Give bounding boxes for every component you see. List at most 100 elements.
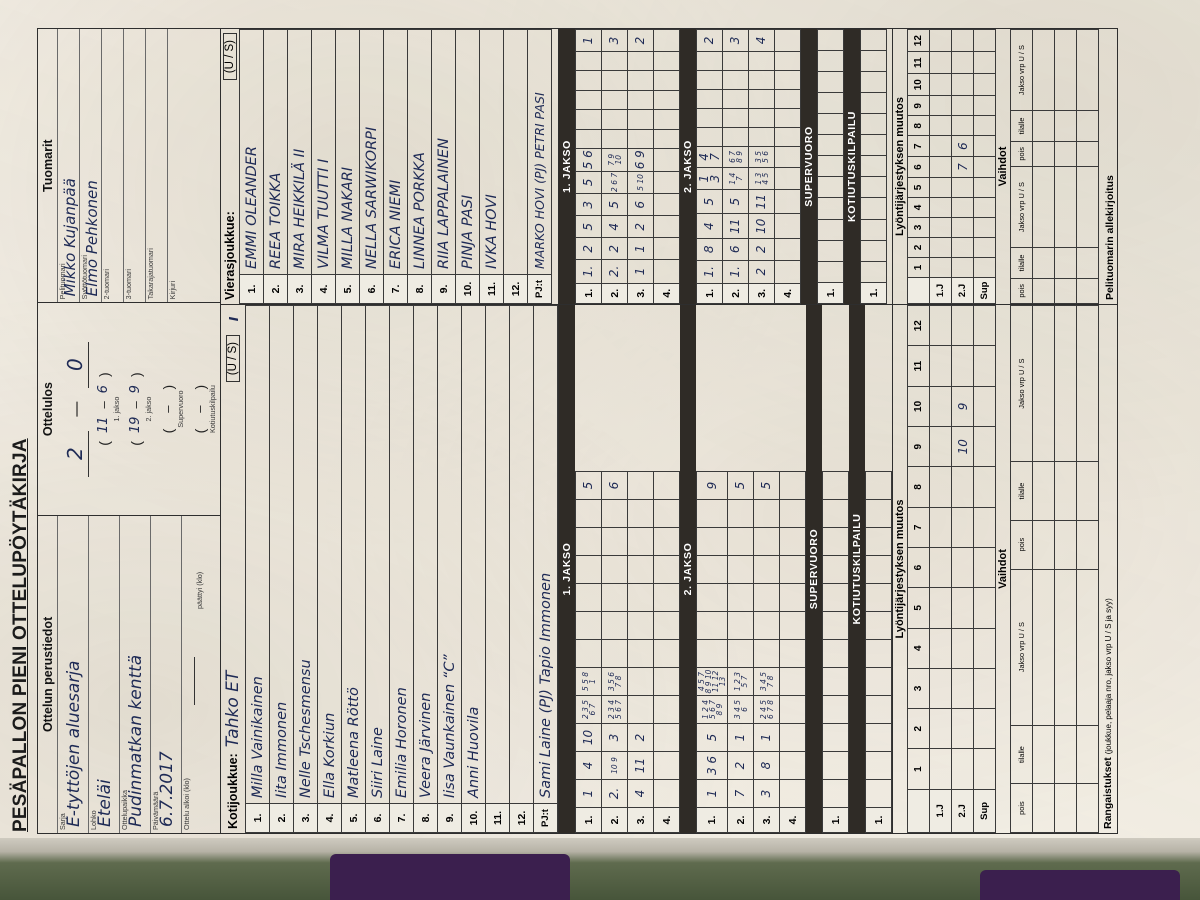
table-row[interactable]: 6. NELLA SARWIKORPI — [359, 29, 384, 304]
grid-cell[interactable] — [774, 213, 801, 239]
batting-order-cell[interactable] — [951, 51, 974, 74]
table-row[interactable]: 3. MIRA HEIKKILÄ II — [287, 29, 312, 304]
grid-cell[interactable] — [627, 611, 654, 640]
grid-cell[interactable] — [774, 29, 801, 52]
grid-cell[interactable] — [860, 50, 887, 72]
grid-cell[interactable] — [865, 527, 892, 556]
grid-cell[interactable] — [653, 90, 680, 110]
substitution-cell[interactable] — [1076, 520, 1099, 570]
batting-order-cell[interactable] — [951, 237, 974, 258]
grid-cell[interactable] — [860, 176, 887, 198]
grid-cell[interactable] — [653, 215, 680, 238]
grid-cell[interactable] — [865, 555, 892, 584]
batting-order-cell[interactable] — [929, 156, 952, 178]
batting-order-cell[interactable]: 10 — [951, 426, 974, 467]
grid-cell[interactable] — [601, 109, 628, 130]
batting-order-cell[interactable] — [929, 426, 952, 467]
grid-cell[interactable] — [696, 527, 728, 556]
grid-cell[interactable]: 2 — [696, 29, 723, 52]
grid-cell[interactable]: 1. — [722, 260, 749, 284]
substitution-cell[interactable] — [1054, 29, 1077, 111]
grid-cell[interactable] — [575, 129, 602, 149]
batting-order-cell[interactable] — [973, 237, 996, 258]
substitution-cell[interactable] — [1076, 141, 1099, 167]
grid-cell[interactable] — [722, 70, 749, 90]
grid-cell[interactable] — [817, 113, 844, 135]
grid-cell[interactable] — [627, 471, 654, 500]
grid-cell[interactable] — [822, 471, 849, 500]
grid-cell[interactable]: 3 4 5 6 — [727, 695, 754, 724]
referee-row-2tuomari[interactable]: 2-tuomari — [101, 29, 123, 303]
grid-cell[interactable] — [727, 527, 754, 556]
grid-cell[interactable] — [817, 261, 844, 283]
table-row[interactable]: Sup — [973, 305, 996, 833]
grid-cell[interactable] — [627, 90, 654, 110]
table-row[interactable]: 8. Veera Järvinen — [413, 305, 438, 833]
substitution-cell[interactable] — [1076, 783, 1099, 833]
grid-cell[interactable]: 7 9 10 — [601, 148, 628, 172]
batting-order-cell[interactable] — [951, 115, 974, 136]
substitution-cell[interactable] — [1076, 461, 1099, 521]
grid-cell[interactable] — [696, 108, 723, 128]
grid-cell[interactable] — [860, 71, 887, 93]
grid-cell[interactable] — [575, 639, 602, 668]
grid-cell[interactable] — [627, 51, 654, 71]
grid-cell[interactable] — [865, 499, 892, 528]
grid-cell[interactable]: 3 6 — [696, 751, 728, 780]
batting-order-cell[interactable] — [973, 305, 996, 346]
batting-order-cell[interactable] — [951, 345, 974, 387]
referee-row-takarajatuomari[interactable]: Takarajatuomari — [145, 29, 167, 303]
grid-cell[interactable]: 2 — [601, 237, 628, 260]
batting-order-cell[interactable] — [951, 73, 974, 96]
table-row[interactable]: 2. 2. 2 4 5 2 6 7 7 9 10 3 — [601, 29, 628, 304]
batting-order-cell[interactable] — [929, 668, 952, 709]
grid-cell[interactable] — [822, 499, 849, 528]
table-row[interactable]: 4. — [774, 29, 801, 304]
batting-order-cell[interactable] — [973, 115, 996, 136]
grid-cell[interactable] — [601, 583, 628, 612]
grid-cell[interactable] — [753, 611, 780, 640]
grid-cell[interactable]: 2 6 7 — [601, 171, 628, 194]
grid-cell[interactable]: 5 — [696, 189, 723, 214]
table-row[interactable]: 3. 1 1 2 6 5 10 6 9 2 — [627, 29, 654, 304]
table-row[interactable]: 1. 1. 2 5 3 5 5 6 1 — [575, 29, 602, 304]
table-row[interactable]: 3. 4 11 2 — [627, 471, 654, 833]
away-coach-row[interactable]: PJ:t MARKO HOVI (PJ) PETRI PASI — [527, 29, 552, 304]
batting-order-cell[interactable] — [973, 708, 996, 749]
table-row[interactable]: 2. Iita Immonen — [269, 305, 294, 833]
table-row[interactable]: 4. — [653, 471, 680, 833]
grid-cell[interactable]: 5 — [601, 193, 628, 216]
table-row[interactable]: 1. 1 3 6 5 1 2 4 5 6 7 8 9 4 5 7 8 9 10 11 12… — [696, 471, 728, 833]
grid-cell[interactable] — [627, 695, 654, 724]
grid-cell[interactable]: 5 — [696, 723, 728, 752]
batting-order-cell[interactable] — [973, 386, 996, 427]
batting-order-cell[interactable] — [929, 305, 952, 346]
substitution-cell[interactable] — [1054, 520, 1077, 570]
batting-order-cell[interactable] — [973, 51, 996, 74]
batting-order-cell[interactable] — [929, 51, 952, 74]
grid-cell[interactable] — [575, 499, 602, 528]
table-row[interactable] — [1076, 29, 1099, 304]
grid-cell[interactable]: 3 — [601, 723, 628, 752]
batting-order-cell[interactable] — [929, 587, 952, 629]
grid-cell[interactable] — [753, 583, 780, 612]
grid-cell[interactable] — [748, 89, 775, 109]
table-row[interactable]: 9. RIIA LAPPALAINEN — [431, 29, 456, 304]
grid-cell[interactable]: 4 — [575, 751, 602, 780]
field-lohko[interactable]: Lohko Eteläi — [88, 515, 119, 833]
grid-cell[interactable] — [653, 70, 680, 91]
grid-cell[interactable]: 6 — [627, 193, 654, 216]
grid-cell[interactable] — [575, 583, 602, 612]
substitution-cell[interactable] — [1032, 520, 1055, 570]
grid-cell[interactable] — [817, 29, 844, 51]
grid-cell[interactable] — [653, 639, 680, 668]
batting-order-cell[interactable] — [973, 156, 996, 178]
grid-cell[interactable]: 4 — [627, 779, 654, 808]
table-row[interactable]: 1. — [822, 471, 849, 833]
batting-order-cell[interactable] — [973, 73, 996, 96]
grid-cell[interactable]: 3 — [601, 29, 628, 52]
batting-order-cell[interactable] — [951, 257, 974, 278]
grid-cell[interactable] — [727, 583, 754, 612]
grid-cell[interactable] — [653, 555, 680, 584]
table-row[interactable]: 1. 1 4 10 2 3 5 6 7 5 5 8 1 5 — [575, 471, 602, 833]
